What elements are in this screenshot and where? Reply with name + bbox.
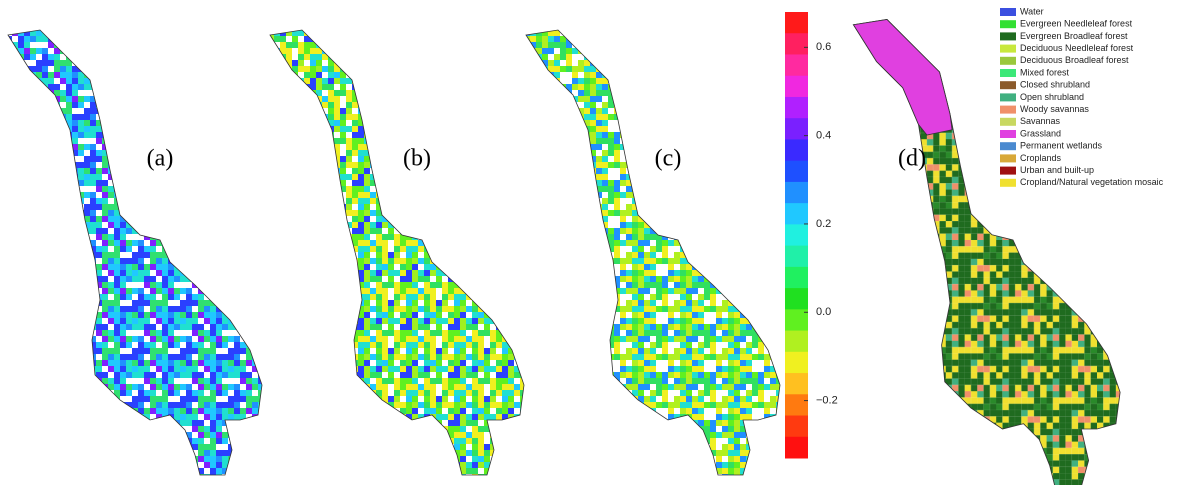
colorbar-band: [785, 266, 808, 289]
colorbar-band: [785, 12, 808, 34]
legend-label: Evergreen Broadleaf forest: [1020, 31, 1128, 41]
legend-label: Open shrubland: [1020, 92, 1084, 102]
legend-label: Permanent wetlands: [1020, 141, 1103, 151]
colorbar-band: [785, 139, 808, 162]
legend-label: Croplands: [1020, 153, 1062, 163]
legend-label: Deciduous Broadleaf forest: [1020, 55, 1129, 65]
legend-swatch: [1000, 93, 1016, 102]
basin: [269, 29, 525, 476]
legend-label: Closed shrubland: [1020, 80, 1090, 90]
colorbar-band: [785, 288, 808, 310]
legend-swatch: [1000, 32, 1016, 41]
colorbar-band: [785, 96, 808, 119]
colorbar-tick-label: 0.2: [816, 218, 831, 230]
panel-label: (b): [403, 146, 431, 172]
legend-swatch: [1000, 154, 1016, 163]
colorbar-band: [785, 436, 808, 459]
legend-swatch: [1000, 142, 1016, 151]
legend-label: Grassland: [1020, 128, 1061, 138]
colorbar-band: [785, 373, 808, 395]
legend-label: Cropland/Natural vegetation mosaic: [1020, 177, 1164, 187]
colorbar-tick-label: −0.2: [816, 395, 838, 407]
legend-swatch: [1000, 105, 1016, 114]
panel-label: (c): [655, 146, 682, 172]
colorbar-band: [785, 351, 808, 374]
panel-label: (a): [147, 146, 174, 172]
colorbar-band: [785, 75, 808, 98]
legend-swatch: [1000, 166, 1016, 175]
map-panel: [269, 29, 525, 476]
colorbar-band: [785, 330, 808, 353]
colorbar-band: [785, 33, 808, 55]
basin: [525, 29, 781, 476]
grassland-region: [852, 19, 953, 136]
colorbar-band: [785, 181, 808, 204]
legend-swatch: [1000, 130, 1016, 138]
legend-swatch: [1000, 178, 1016, 187]
legend-label: Savannas: [1020, 116, 1061, 126]
colorbar-tick-label: 0.0: [816, 306, 831, 318]
legend-label: Deciduous Needleleaf forest: [1020, 43, 1134, 53]
colorbar-band: [785, 203, 808, 225]
map-panel: [525, 29, 781, 476]
legend-swatch: [1000, 44, 1016, 53]
panel-label: (d): [898, 146, 926, 172]
colorbar-band: [785, 160, 808, 183]
colorbar-band: [785, 224, 808, 247]
legend-swatch: [1000, 117, 1016, 126]
legend-swatch: [1000, 81, 1016, 90]
colorbar-band: [785, 394, 808, 417]
colorbar-band: [785, 245, 808, 268]
legend-label: Mixed forest: [1020, 67, 1070, 77]
legend-label: Evergreen Needleleaf forest: [1020, 19, 1133, 29]
colorbar-band: [785, 118, 808, 140]
colorbar-tick-label: 0.6: [816, 41, 831, 53]
legend-swatch: [1000, 56, 1016, 65]
legend-label: Urban and built-up: [1020, 165, 1094, 175]
colorbar-band: [785, 415, 808, 438]
legend-swatch: [1000, 20, 1016, 29]
legend-label: Water: [1020, 6, 1044, 16]
map-panel: [7, 29, 263, 476]
legend-swatch: [1000, 69, 1016, 77]
basin: [7, 29, 263, 476]
maps: [7, 18, 1121, 485]
map-panel: [852, 18, 1121, 485]
legend-label: Woody savannas: [1020, 104, 1089, 114]
colorbar-tick-label: 0.4: [816, 130, 831, 142]
colorbar-band: [785, 309, 808, 332]
colorbar-band: [785, 54, 808, 77]
legend-swatch: [1000, 8, 1016, 16]
